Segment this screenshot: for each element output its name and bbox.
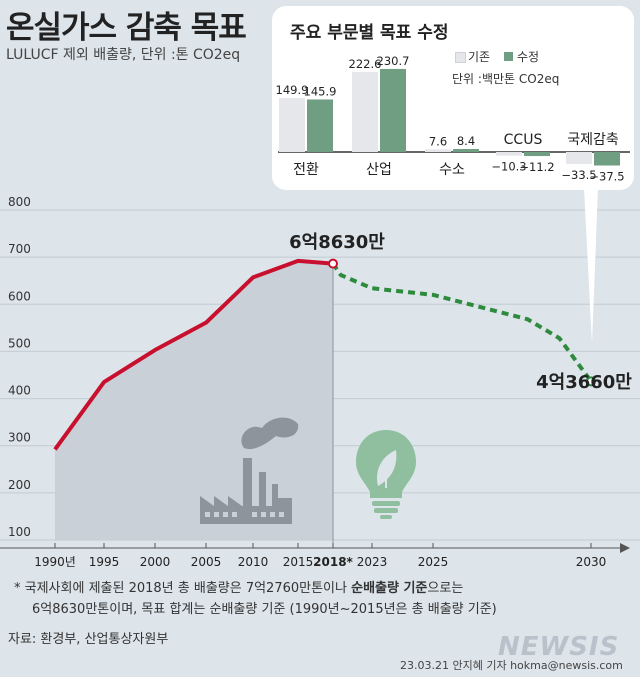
legend-label-existing: 기존 [468, 50, 491, 64]
target-emissions-line [331, 262, 593, 383]
sector-category-label: 수소 [439, 162, 465, 178]
footnote-line1-c: 으로는 [427, 581, 464, 596]
x-tick-label: 2005 [191, 555, 222, 569]
credit-line: 23.03.21 안지혜 기자 hokma@newsis.com [400, 659, 623, 672]
bar-value-label: 7.6 [429, 134, 447, 148]
bar-value-label: −11.2 [519, 160, 554, 174]
footnote-line2: 6억8630만톤이며, 목표 합계는 순배출량 기준 (1990년~2015년은… [32, 602, 497, 617]
bar-value-label: 145.9 [304, 84, 337, 98]
y-tick-label: 200 [8, 478, 31, 492]
y-tick-label: 500 [8, 336, 31, 350]
bar-value-label: 8.4 [457, 134, 475, 148]
x-tick-label: 2025 [418, 555, 449, 569]
bar-value-label: −33.5 [561, 168, 596, 182]
historical-emissions-line [53, 258, 334, 451]
x-tick-label: 1995 [89, 555, 120, 569]
sector-category-label: 산업 [366, 162, 392, 178]
2018-point [328, 258, 338, 269]
footnote: * 국제사회에 제출된 2018년 총 배출량은 7억2760만톤이나 순배출량… [14, 578, 614, 620]
source-note: 자료: 환경부, 산업통상자원부 [8, 632, 169, 647]
inset-unit-label: 단위 :백만톤 CO2eq [452, 72, 560, 86]
peak-value-label: 6억8630만 [289, 232, 385, 253]
bar-value-label: −37.5 [589, 170, 624, 184]
2030-point [586, 376, 596, 387]
x-tick-label: 2000 [140, 555, 171, 569]
bar-value-label: 222.6 [349, 57, 382, 71]
x-tick-label: 2015 [283, 555, 314, 569]
sector-bar [352, 71, 378, 152]
y-tick-label: 800 [8, 195, 31, 209]
y-tick-label: 100 [8, 525, 31, 539]
x-axis: 1990년 1995 2000 2005 2010 2015 2018* 2023 2025 20… [0, 543, 630, 569]
page-title: 온실가스 감축 목표 [6, 10, 247, 46]
end-value-label: 4억3660만 [536, 372, 632, 393]
legend-label-revised: 수정 [517, 50, 540, 64]
sector-bar [566, 152, 592, 165]
page-subtitle: LULUCF 제외 배출량, 단위 :톤 CO2eq [6, 47, 241, 63]
x-tick-label: 1990년 [34, 555, 76, 569]
footnote-line1-a: * 국제사회에 제출된 2018년 총 배출량은 7억2760만톤이나 [14, 581, 352, 596]
historical-area [55, 260, 333, 540]
sector-bar [307, 99, 333, 152]
y-tick-label: 400 [8, 384, 31, 398]
inset-title: 주요 부문별 목표 수정 [290, 23, 449, 43]
sector-category-label: 국제감축 [567, 132, 619, 148]
x-axis-arrow [620, 543, 630, 553]
legend-swatch-revised [504, 52, 513, 61]
sector-bar [279, 98, 305, 152]
sector-bar [425, 149, 451, 152]
factory-icon [200, 417, 299, 524]
sector-bar [594, 152, 620, 166]
bar-value-label: −10.3 [491, 160, 526, 174]
y-tick-label: 700 [8, 242, 31, 256]
sector-bar [453, 148, 479, 152]
sector-category-label: CCUS [504, 132, 543, 148]
bar-value-label: 149.9 [276, 83, 309, 97]
watermark-logo: NEWSIS [498, 632, 620, 662]
x-tick-label: 2023 [357, 555, 388, 569]
x-tick-label: 2030 [576, 555, 607, 569]
bar-value-label: 230.7 [377, 54, 410, 68]
footnote-line1-bold: 순배출량 기준 [351, 581, 428, 596]
x-tick-label: 2010 [238, 555, 269, 569]
y-axis-labels: 800 700 600 500 400 300 200 100 [8, 195, 31, 539]
callout-pointer [584, 188, 598, 344]
lightbulb-icon [356, 430, 416, 519]
sector-bar [524, 152, 550, 157]
y-tick-label: 300 [8, 431, 31, 445]
legend-swatch-existing [455, 52, 466, 63]
sector-category-label: 전환 [293, 162, 319, 178]
sector-bar [496, 152, 522, 156]
sector-bar [380, 68, 406, 152]
y-tick-label: 600 [8, 289, 31, 303]
x-tick-label: 2018* [313, 555, 353, 569]
